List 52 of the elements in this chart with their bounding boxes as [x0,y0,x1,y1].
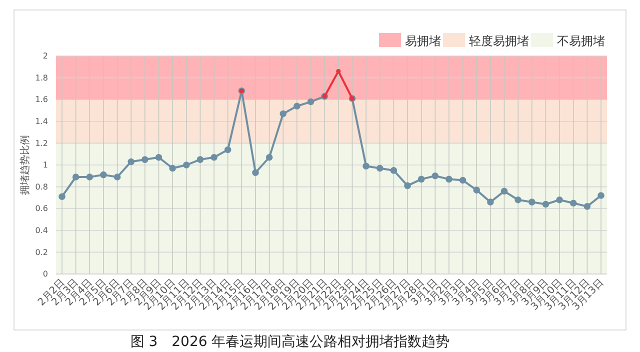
point [224,146,232,154]
point [404,182,411,190]
y-tick-label: 0.4 [35,226,48,235]
legend-label: 轻度易拥堵 [469,34,529,48]
point [570,200,577,207]
y-tick-label: 1.6 [35,95,48,104]
point [128,158,135,166]
y-tick-label: 1.2 [35,138,48,148]
legend-label: 易拥堵 [405,34,441,48]
point [280,110,287,118]
point [432,172,439,180]
point [196,156,204,163]
point [473,186,480,194]
point [58,193,66,200]
point [210,154,218,161]
y-tick-label: 0 [42,270,48,279]
point [294,102,300,110]
point [459,176,466,184]
y-tick-label: 0.2 [35,248,48,257]
point [598,192,604,199]
point [155,154,162,161]
y-tick-label: 2 [42,52,48,61]
point [114,174,121,180]
point [487,198,494,206]
point [528,198,536,206]
point [182,162,190,168]
point [100,171,107,178]
y-tick-label: 1.8 [35,73,48,82]
point [252,169,259,176]
y-tick-label: 1 [42,160,48,170]
point [362,162,370,170]
point [72,174,80,180]
point [556,196,563,204]
point [86,174,94,180]
y-axis-title: 拥堵趋势比例 [19,135,31,195]
point [307,98,314,106]
text: 图 3 2026 年春运期间高速公路相对拥堵指数趋势 [130,334,450,350]
y-tick-label: 0.6 [35,204,48,214]
point [390,167,398,174]
point [514,196,522,204]
point [584,203,591,210]
point [376,164,384,172]
point [169,164,176,172]
point [418,176,425,183]
point [446,176,452,183]
point [142,156,148,163]
y-tick-label: 1.4 [35,116,48,126]
point [542,200,550,208]
point [266,154,273,161]
point [500,188,508,195]
legend-label: 不易拥堵 [557,34,605,48]
y-tick-label: 0.8 [35,182,48,192]
